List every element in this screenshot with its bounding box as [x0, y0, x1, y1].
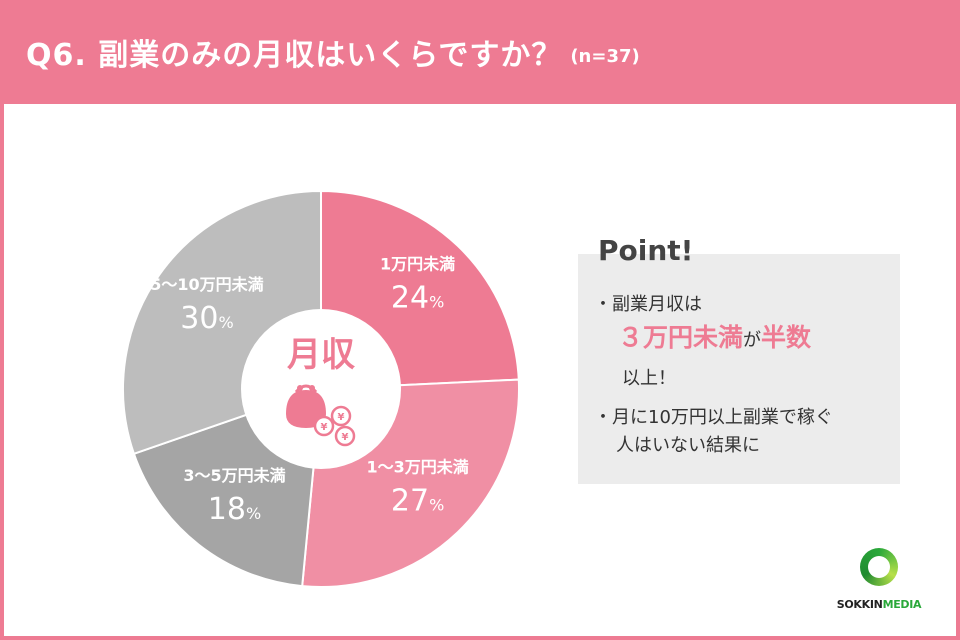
slice-label: 1万円未満: [380, 255, 455, 274]
svg-text:¥: ¥: [342, 432, 349, 443]
slice-value: 18%: [208, 492, 261, 527]
point-highlight-1: ３万円未満: [618, 323, 744, 352]
slice-value: 30%: [180, 301, 233, 336]
point-line-3: ・月に10万円以上副業で稼ぐ: [594, 407, 833, 428]
svg-text:¥: ¥: [321, 422, 328, 433]
sokkin-media-logo: SOKKINMEDIA: [834, 548, 924, 618]
point-line-1: ・副業月収は: [594, 294, 702, 315]
logo-text: SOKKINMEDIA: [836, 598, 922, 611]
point-highlight-2: 半数: [761, 323, 812, 352]
logo-ring-icon: [860, 548, 898, 586]
point-highlight-row: ３万円未満が半数: [618, 318, 811, 354]
slice-label: 5～10万円未満: [150, 275, 263, 294]
sample-size: (n=37): [570, 45, 640, 67]
slice-label: 3～5万円未満: [183, 466, 285, 485]
slice-label: 1～3万円未満: [366, 457, 468, 476]
slice-value: 24%: [391, 281, 444, 316]
point-box: [578, 254, 900, 484]
header-bar: Q6. 副業のみの月収はいくらですか？ (n=37): [0, 0, 960, 104]
pie-center-hole: [241, 309, 401, 469]
point-title: Point!: [598, 234, 694, 267]
slice-value: 27%: [391, 483, 444, 518]
page-title: Q6. 副業のみの月収はいくらですか？: [26, 38, 563, 73]
svg-text:¥: ¥: [338, 412, 345, 423]
point-line-4: 人はいない結果に: [616, 435, 760, 456]
center-label: 月収: [287, 335, 355, 375]
point-connector: が: [743, 330, 762, 351]
coin-purse-icon: ¥ ¥ ¥: [286, 384, 356, 447]
point-line-2: 以上！: [622, 368, 676, 389]
